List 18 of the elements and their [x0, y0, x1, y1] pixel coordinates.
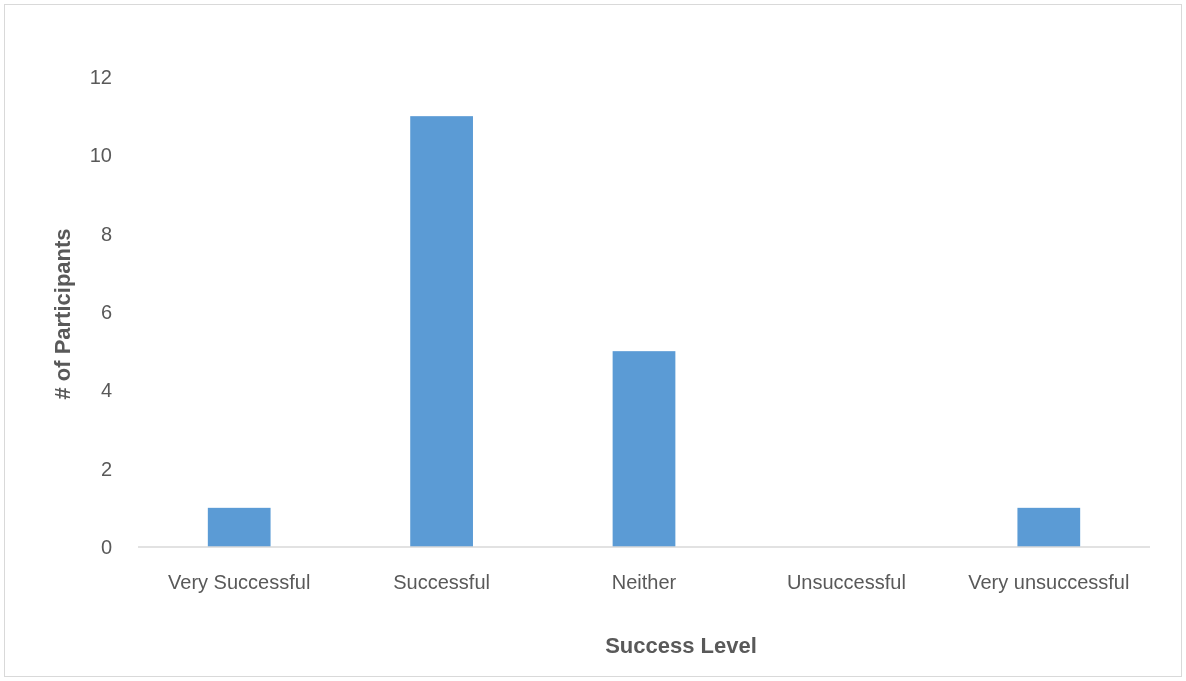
y-tick-label: 6 [100, 301, 112, 323]
bar [1017, 507, 1081, 547]
x-tick-label: Successful [393, 571, 490, 593]
y-axis-title: # of Participants [50, 228, 75, 400]
y-tick-label: 4 [100, 379, 112, 402]
y-tick-label: 10 [89, 144, 112, 167]
x-axis-title: Success Level [605, 633, 757, 658]
bar [207, 507, 271, 547]
y-tick-label: 2 [100, 457, 112, 480]
x-tick-label: Very Successful [168, 571, 311, 593]
bar [410, 116, 473, 547]
bar [612, 351, 676, 547]
x-tick-label: Very unsuccessful [968, 571, 1130, 593]
x-tick-label: Neither [611, 571, 677, 593]
x-tick-label: Unsuccessful [786, 571, 906, 593]
y-tick-label: 8 [100, 222, 112, 245]
y-tick-label: 12 [89, 66, 112, 88]
y-tick-label: 0 [100, 536, 112, 558]
